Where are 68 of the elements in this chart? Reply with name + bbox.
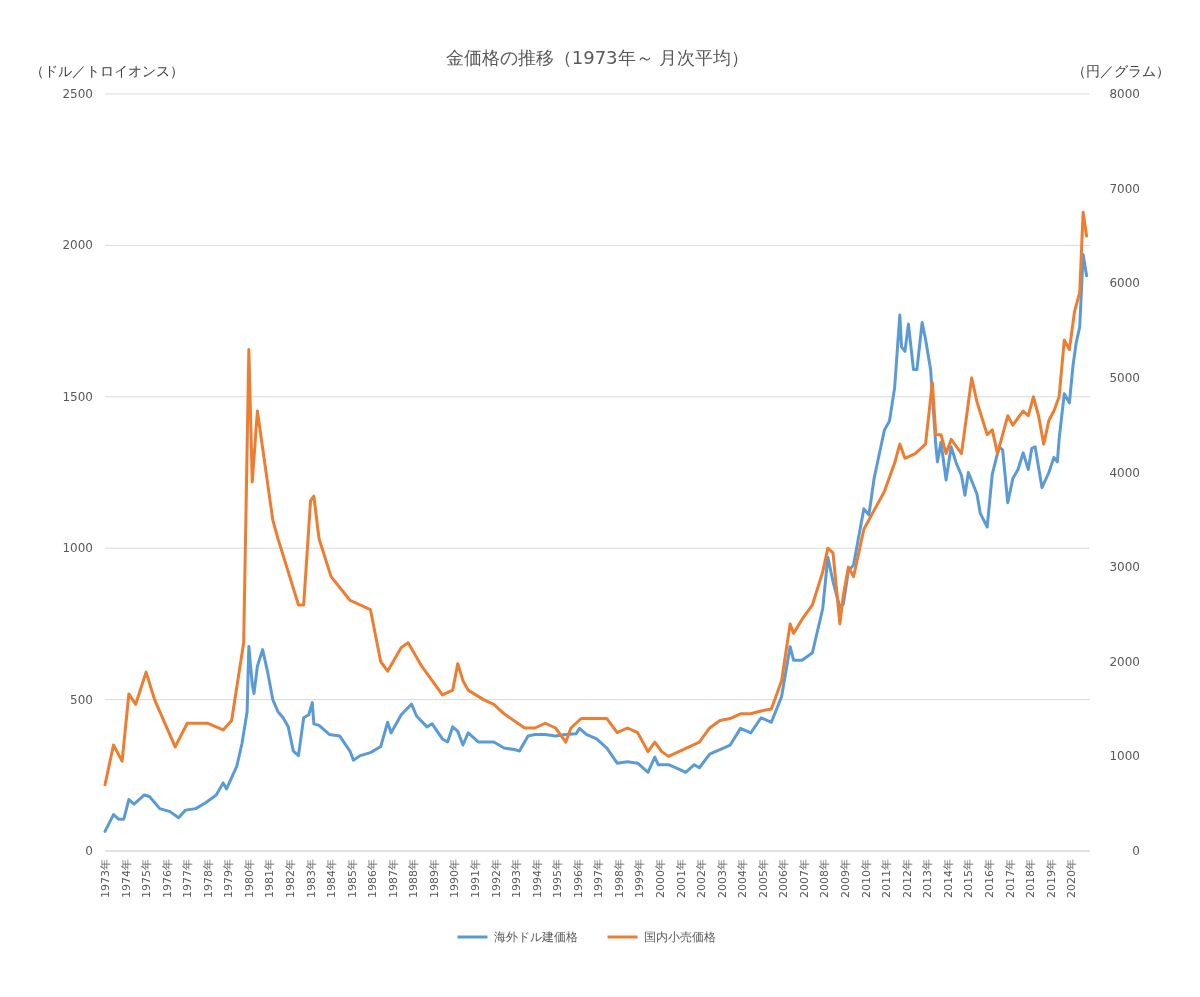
x-tick-label: 1991年 — [469, 859, 482, 898]
y-tick-label: 500 — [70, 692, 93, 707]
x-tick-label: 1974年 — [119, 859, 133, 898]
x-tick-label: 1989年 — [427, 859, 441, 898]
x-tick-label: 1998年 — [612, 859, 626, 898]
x-tick-label: 1981年 — [263, 859, 277, 898]
x-tick-label: 1984年 — [325, 859, 339, 898]
x-tick-label: 2008年 — [818, 859, 832, 898]
x-tick-label: 1999年 — [633, 859, 647, 898]
x-tick-label: 2013年 — [921, 859, 935, 898]
y2-tick-label: 0 — [1132, 844, 1140, 858]
y2-tick-label: 6000 — [1109, 276, 1140, 291]
legend-label: 国内小売価格 — [643, 930, 716, 944]
x-tick-label: 1973年 — [99, 859, 112, 898]
x-tick-label: 2005年 — [756, 859, 770, 898]
x-tick-label: 1994年 — [530, 859, 544, 898]
y-tick-label: 2000 — [62, 238, 93, 253]
x-tick-label: 2007年 — [797, 859, 811, 898]
x-tick-label: 1982年 — [284, 859, 297, 898]
y2-tick-label: 1000 — [1109, 749, 1140, 764]
x-tick-label: 1976年 — [160, 859, 174, 898]
chart-title: 金価格の推移（1973年～ 月次平均） — [445, 47, 750, 68]
x-tick-label: 1985年 — [345, 859, 359, 898]
y-tick-label: 0 — [85, 844, 93, 858]
x-tick-label: 2002年 — [695, 859, 709, 898]
legend-label: 海外ドル建価格 — [493, 930, 578, 944]
x-tick-label: 2001年 — [674, 859, 688, 898]
x-tick-label: 2019年 — [1044, 859, 1058, 898]
x-tick-label: 2000年 — [654, 859, 667, 898]
y-tick-label: 2500 — [62, 87, 93, 101]
y2-tick-label: 4000 — [1109, 465, 1140, 480]
y2-tick-label: 2000 — [1109, 654, 1140, 669]
x-tick-label: 1980年 — [242, 859, 256, 898]
x-tick-label: 1996年 — [571, 859, 585, 898]
x-tick-label: 2006年 — [777, 859, 791, 898]
y2-tick-label: 7000 — [1109, 181, 1140, 196]
x-tick-label: 2010年 — [859, 859, 873, 898]
x-tick-label: 2012年 — [900, 859, 914, 898]
x-tick-label: 1983年 — [304, 859, 318, 898]
y2-axis-title: （円／グラム） — [1072, 63, 1170, 79]
x-tick-label: 1986年 — [366, 859, 380, 898]
x-tick-label: 2011年 — [880, 859, 894, 898]
x-tick-label: 1977年 — [181, 859, 195, 898]
y-tick-label: 1500 — [62, 389, 93, 404]
x-tick-label: 2009年 — [839, 859, 853, 898]
x-tick-label: 2018年 — [1024, 859, 1038, 898]
x-tick-label: 1987年 — [386, 859, 400, 898]
x-tick-label: 1995年 — [551, 859, 565, 898]
x-tick-label: 1997年 — [592, 859, 606, 898]
x-tick-label: 1993年 — [510, 859, 524, 898]
x-tick-label: 2004年 — [736, 859, 750, 898]
y-tick-label: 1000 — [62, 541, 93, 556]
y2-tick-label: 3000 — [1109, 560, 1140, 575]
x-tick-label: 1979年 — [222, 859, 236, 898]
y2-tick-label: 5000 — [1109, 370, 1140, 385]
y-axis-title: （ドル／トロイオンス） — [30, 63, 184, 79]
x-tick-label: 2016年 — [982, 859, 996, 898]
x-tick-label: 2014年 — [941, 859, 955, 898]
x-tick-label: 1992年 — [489, 859, 503, 898]
x-tick-label: 1978年 — [201, 859, 215, 898]
x-tick-label: 1990年 — [448, 859, 462, 898]
x-tick-label: 2015年 — [962, 859, 976, 898]
x-tick-label: 2020年 — [1065, 859, 1079, 898]
x-tick-label: 1988年 — [407, 859, 421, 898]
x-tick-label: 2017年 — [1003, 859, 1017, 898]
x-tick-label: 1975年 — [140, 859, 154, 898]
y2-tick-label: 8000 — [1109, 87, 1140, 101]
x-tick-label: 2003年 — [715, 859, 729, 898]
